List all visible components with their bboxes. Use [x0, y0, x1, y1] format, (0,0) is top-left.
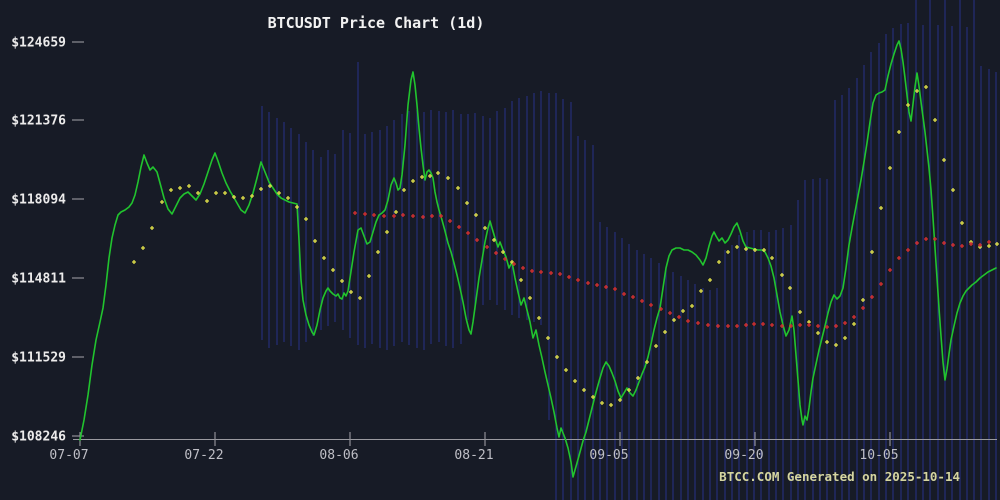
x-tick-label: 07-22	[184, 448, 223, 463]
y-tick-label: $124659	[11, 36, 66, 51]
labels-layer: $124659 $121376 $118094 $114811 $111529 $1082…	[11, 36, 898, 464]
y-tick-label: $111529	[11, 351, 66, 366]
x-tick-label: 09-05	[589, 448, 628, 463]
attribution-text: BTCC.COM Generated on 2025-10-14	[719, 469, 960, 484]
y-tick-label: $118094	[11, 193, 66, 208]
y-tick-label: $108246	[11, 430, 66, 445]
chart-title: BTCUSDT Price Chart (1d)	[268, 14, 485, 32]
x-tick-label: 10-05	[859, 448, 898, 463]
x-tick-label: 07-07	[49, 448, 88, 463]
y-tick-label: $121376	[11, 114, 66, 129]
series-layer	[79, 40, 999, 478]
x-tick-label: 09-20	[724, 448, 763, 463]
x-tick-label: 08-06	[319, 448, 358, 463]
ma-long-markers	[353, 211, 991, 329]
y-tick-label: $114811	[11, 272, 66, 287]
axis-layer	[72, 41, 997, 446]
wicks-layer	[261, 0, 997, 500]
x-tick-label: 08-21	[454, 448, 493, 463]
price-line	[79, 40, 997, 478]
ma-short-markers	[132, 85, 999, 407]
